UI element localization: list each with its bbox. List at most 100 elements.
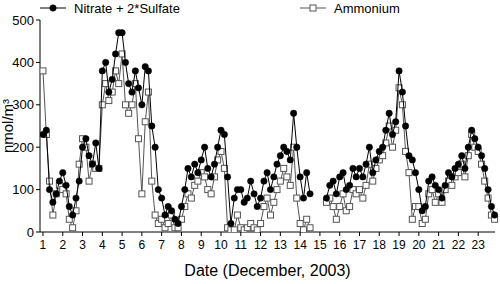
data-point bbox=[89, 161, 95, 167]
data-point bbox=[284, 174, 290, 180]
data-point bbox=[379, 144, 385, 150]
x-tick bbox=[478, 232, 479, 236]
data-point bbox=[152, 144, 158, 150]
data-point bbox=[429, 174, 435, 180]
data-point bbox=[119, 30, 125, 36]
legend-label: Ammonium bbox=[334, 1, 400, 16]
data-point bbox=[43, 127, 49, 133]
data-point bbox=[347, 204, 353, 210]
x-tick-label: 20 bbox=[412, 238, 426, 252]
data-point bbox=[303, 169, 309, 175]
x-tick-label: 4 bbox=[99, 238, 106, 252]
data-point bbox=[465, 144, 471, 150]
x-tick bbox=[399, 232, 400, 236]
data-point bbox=[277, 152, 283, 158]
data-point bbox=[333, 191, 339, 197]
data-point bbox=[287, 182, 293, 188]
data-point bbox=[178, 203, 184, 209]
data-point bbox=[363, 161, 369, 167]
data-point bbox=[155, 186, 161, 192]
data-point bbox=[323, 195, 329, 201]
data-point bbox=[238, 186, 244, 192]
data-point bbox=[86, 178, 92, 184]
data-point bbox=[224, 174, 230, 180]
data-point bbox=[267, 186, 273, 192]
data-point bbox=[390, 144, 396, 150]
x-tick bbox=[42, 232, 43, 236]
data-point bbox=[50, 212, 56, 218]
x-tick-label: 16 bbox=[333, 238, 347, 252]
data-point bbox=[482, 165, 488, 171]
data-point bbox=[350, 165, 356, 171]
data-point bbox=[301, 227, 307, 232]
data-point bbox=[139, 102, 145, 108]
y-axis bbox=[40, 20, 41, 232]
data-point bbox=[290, 110, 296, 116]
data-point bbox=[287, 157, 293, 163]
data-point bbox=[93, 140, 99, 146]
y-tick-label: 0 bbox=[27, 225, 34, 240]
plot-area bbox=[40, 30, 498, 232]
data-point bbox=[439, 195, 445, 201]
data-point bbox=[360, 195, 366, 201]
data-point bbox=[399, 102, 405, 108]
data-point bbox=[366, 144, 372, 150]
y-tick bbox=[36, 20, 40, 21]
data-point bbox=[337, 204, 343, 210]
data-point bbox=[353, 174, 359, 180]
x-tick-label: 9 bbox=[198, 238, 205, 252]
data-point bbox=[63, 191, 69, 197]
x-tick-label: 22 bbox=[452, 238, 466, 252]
x-tick bbox=[300, 232, 301, 236]
data-point bbox=[356, 165, 362, 171]
x-tick-label: 17 bbox=[353, 238, 367, 252]
data-point bbox=[333, 216, 339, 222]
data-point bbox=[459, 152, 465, 158]
data-point bbox=[491, 212, 497, 218]
x-tick bbox=[438, 232, 439, 236]
data-point bbox=[264, 195, 270, 201]
data-point bbox=[214, 144, 220, 150]
x-tick bbox=[319, 232, 320, 236]
data-point bbox=[142, 119, 148, 125]
x-tick bbox=[458, 232, 459, 236]
data-point bbox=[135, 85, 141, 91]
x-tick-label: 21 bbox=[432, 238, 446, 252]
data-point bbox=[56, 178, 62, 184]
x-tick-label: 18 bbox=[373, 238, 387, 252]
data-point bbox=[182, 186, 188, 192]
x-tick bbox=[379, 232, 380, 236]
x-tick bbox=[418, 232, 419, 236]
x-axis-label: Date (December, 2003) bbox=[184, 262, 350, 279]
data-point bbox=[330, 204, 336, 210]
x-tick-label: 19 bbox=[392, 238, 406, 252]
x-tick-label: 1 bbox=[40, 238, 47, 252]
data-point bbox=[79, 144, 85, 150]
data-point bbox=[386, 110, 392, 116]
data-point bbox=[281, 165, 287, 171]
data-point bbox=[198, 157, 204, 163]
data-point bbox=[53, 191, 59, 197]
data-point bbox=[251, 191, 257, 197]
y-tick bbox=[36, 232, 40, 233]
data-point bbox=[89, 161, 95, 167]
x-tick-label: 8 bbox=[178, 238, 185, 252]
x-tick-label: 15 bbox=[313, 238, 327, 252]
x-tick-label: 6 bbox=[139, 238, 146, 252]
x-tick-label: 2 bbox=[59, 238, 66, 252]
data-point bbox=[294, 144, 300, 150]
data-point bbox=[340, 169, 346, 175]
data-point bbox=[247, 178, 253, 184]
data-point bbox=[40, 68, 46, 74]
x-tick bbox=[181, 232, 182, 236]
y-tick-label: 400 bbox=[12, 55, 34, 70]
data-point bbox=[363, 182, 369, 188]
data-point bbox=[205, 165, 211, 171]
data-point bbox=[435, 186, 441, 192]
data-point bbox=[254, 203, 260, 209]
data-point bbox=[145, 68, 151, 74]
data-point bbox=[261, 204, 267, 210]
data-point bbox=[195, 169, 201, 175]
y-tick bbox=[36, 147, 40, 148]
data-point bbox=[60, 169, 66, 175]
